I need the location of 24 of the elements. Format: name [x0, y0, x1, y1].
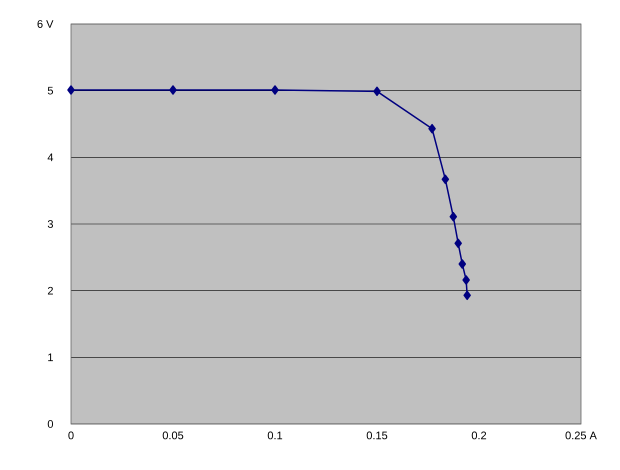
y-tick-label: 5	[48, 86, 54, 94]
x-tick-label: 0.2	[472, 432, 486, 440]
y-tick-label: 6 V	[38, 20, 54, 28]
point	[373, 86, 381, 96]
point	[454, 238, 462, 248]
point	[463, 290, 471, 300]
point	[67, 85, 75, 95]
x-tick-label: 0.1	[268, 432, 282, 440]
y-tick-label: 1	[48, 354, 53, 362]
point	[169, 85, 177, 95]
point	[442, 174, 450, 184]
point	[458, 259, 466, 269]
x-tick-label: 0	[68, 432, 74, 440]
x-tick-label: 0.15	[366, 432, 388, 440]
x-tick-label: 0.25 A	[566, 432, 597, 440]
y-tick-label: 4	[48, 154, 54, 162]
point	[428, 124, 436, 134]
x-tick-label: 0.05	[162, 432, 184, 440]
y-tick-label: 0	[48, 420, 54, 428]
point	[271, 85, 279, 95]
y-tick-label: 3	[48, 220, 53, 228]
point	[462, 275, 470, 285]
y-tick-label: 2	[48, 286, 53, 294]
point	[450, 212, 458, 222]
